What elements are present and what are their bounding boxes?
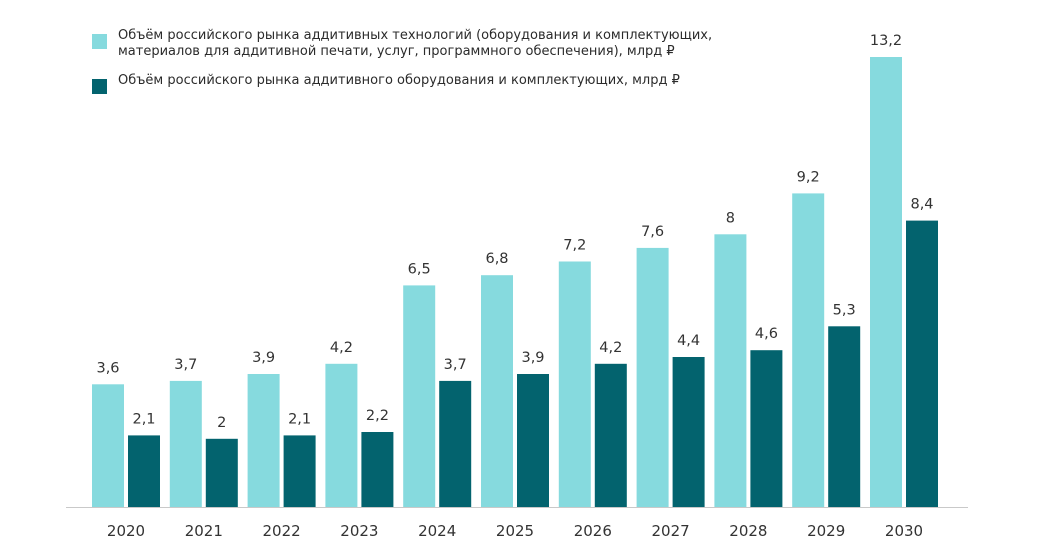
value-label-equipment-2020: 2,1 [132,411,155,427]
x-tick-labels-group: 2020 2021 2022 2023 2024 2025 2026 2027 2028 2029… [107,522,923,540]
legend-item-equipment-market: Объём российского рынка аддитивного обор… [92,73,752,94]
bars-group [92,57,938,508]
bar-equipment-2022 [283,435,316,507]
bar-total-2030 [870,57,902,507]
bar-total-2028 [714,234,747,508]
legend-label-total-market: Объём российского рынка аддитивных техно… [118,28,713,59]
x-tick-label-2026: 2026 [574,522,612,540]
value-label-equipment-2024: 3,7 [444,357,467,373]
x-tick-label-2022: 2022 [263,522,301,540]
x-tick-label-2023: 2023 [340,522,378,540]
bar-equipment-2020 [128,435,160,507]
value-label-total-2022: 3,9 [252,350,275,366]
legend-swatch-total-market [92,34,107,49]
bar-total-2026 [558,261,591,507]
value-label-equipment-2026: 4,2 [599,340,622,356]
bar-total-2021 [169,380,202,507]
x-tick-label-2028: 2028 [729,522,767,540]
x-tick-label-2024: 2024 [418,522,456,540]
value-label-equipment-2025: 3,9 [521,350,544,366]
value-label-equipment-2028: 4,6 [755,326,778,342]
value-label-equipment-2030: 8,4 [910,197,933,213]
bar-equipment-2029 [828,326,861,507]
value-label-equipment-2027: 4,4 [677,333,700,349]
x-tick-label-2021: 2021 [185,522,223,540]
value-label-total-2024: 6,5 [408,261,431,277]
bar-total-2025 [481,275,513,507]
bar-equipment-2021 [205,438,238,507]
legend-item-total-market: Объём российского рынка аддитивных техно… [92,28,752,60]
value-label-equipment-2029: 5,3 [833,302,856,318]
value-label-equipment-2023: 2,2 [366,408,389,424]
value-label-equipment-2022: 2,1 [288,411,311,427]
bar-equipment-2028 [750,350,783,507]
legend: Объём российского рынка аддитивных техно… [92,28,752,107]
bar-equipment-2024 [439,380,472,507]
value-label-total-2020: 3,6 [96,360,119,376]
x-tick-label-2029: 2029 [807,522,845,540]
x-tick-label-2020: 2020 [107,522,145,540]
bar-total-2023 [325,363,358,507]
bar-total-2024 [403,285,436,507]
legend-swatch-equipment-market [92,79,107,94]
value-label-equipment-2021: 2 [217,415,226,431]
bar-equipment-2026 [594,363,627,507]
bar-total-2022 [247,374,280,507]
bar-equipment-2025 [517,374,549,507]
value-label-total-2026: 7,2 [563,238,586,254]
value-label-total-2028: 8 [726,210,735,226]
bar-total-2027 [636,247,669,507]
value-label-total-2030: 13,2 [870,33,902,49]
value-label-total-2029: 9,2 [797,169,820,185]
value-label-total-2021: 3,7 [174,357,197,373]
bar-equipment-2030 [906,220,938,507]
value-labels-group: 3,6 2,1 3,7 2 3,9 2,1 4,2 2,2 6,5 3,7 6,8 3,9 7,2 4,2… [96,33,933,431]
value-label-total-2023: 4,2 [330,340,353,356]
bar-total-2029 [792,193,825,507]
value-label-total-2025: 6,8 [485,251,508,267]
legend-label-equipment-market: Объём российского рынка аддитивного обор… [118,73,680,88]
bar-equipment-2027 [672,357,705,507]
x-tick-label-2027: 2027 [652,522,690,540]
x-tick-label-2030: 2030 [885,522,923,540]
x-tick-label-2025: 2025 [496,522,534,540]
bar-equipment-2023 [361,432,394,507]
value-label-total-2027: 7,6 [641,224,664,240]
bar-total-2020 [92,384,124,507]
